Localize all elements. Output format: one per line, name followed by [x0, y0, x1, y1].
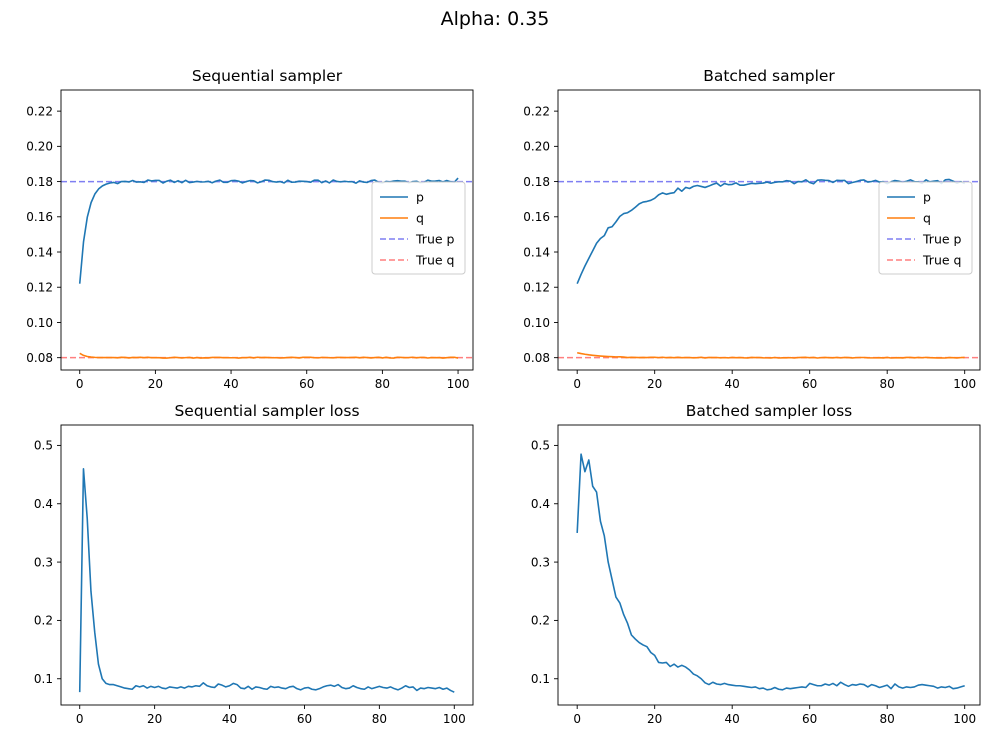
- legend-label: p: [416, 190, 424, 205]
- y-tick-label: 0.4: [531, 497, 550, 511]
- plot-area: [78, 467, 455, 693]
- y-tick-label: 0.16: [26, 210, 53, 224]
- x-tick-label: 0: [76, 377, 84, 391]
- x-tick-label: 80: [372, 712, 387, 726]
- y-tick-label: 0.1: [34, 672, 53, 686]
- legend-box: [878, 181, 973, 275]
- y-tick-label: 0.10: [523, 316, 550, 330]
- x-tick-label: 100: [953, 377, 976, 391]
- x-tick-label: 60: [802, 712, 817, 726]
- legend-box: [371, 181, 466, 275]
- y-tick-label: 0.1: [531, 672, 550, 686]
- x-tick-label: 100: [443, 712, 466, 726]
- y-tick-label: 0.08: [523, 351, 550, 365]
- series-line-loss: [576, 453, 965, 691]
- x-tick-label: 0: [573, 712, 581, 726]
- subplot-sequential-sampler-loss: Sequential sampler loss 0 20 40 60 80 100 0.1 0.…: [34, 402, 474, 726]
- y-tick-label: 0.14: [523, 245, 550, 259]
- subplot-sequential-sampler: Sequential sampler 0 20 40 60 80 100 0.08 0.10 0.…: [26, 67, 474, 391]
- legend-label: True q: [922, 253, 961, 268]
- subplot-batched-sampler: Batched sampler 0 20 40 60 80 100 0.08 0.10 0.12 0…: [523, 67, 981, 391]
- y-tick-label: 0.18: [523, 175, 550, 189]
- x-tick-label: 20: [148, 377, 163, 391]
- x-tick-label: 60: [297, 712, 312, 726]
- y-tick-label: 0.10: [26, 316, 53, 330]
- x-tick-label: 40: [725, 712, 740, 726]
- y-tick-label: 0.22: [523, 104, 550, 118]
- subplot-title: Sequential sampler: [192, 67, 343, 85]
- x-tick-label: 20: [647, 712, 662, 726]
- series-line-q: [577, 351, 965, 359]
- axes-frame: [557, 424, 981, 706]
- series-line-loss: [78, 467, 455, 693]
- x-tick-label: 0: [76, 712, 84, 726]
- y-tick-label: 0.14: [26, 245, 53, 259]
- subplot-batched-sampler-loss: Batched sampler loss 0 20 40 60 80 100 0.1 0.2 0.…: [531, 402, 981, 726]
- subplot-title: Batched sampler: [703, 67, 835, 85]
- axes-frame: [557, 89, 981, 371]
- y-tick-label: 0.20: [523, 140, 550, 154]
- y-tick-label: 0.08: [26, 351, 53, 365]
- x-tick-label: 80: [880, 712, 895, 726]
- x-tick-label: 80: [880, 377, 895, 391]
- y-tick-label: 0.22: [26, 104, 53, 118]
- legend-label: True q: [415, 253, 454, 268]
- y-tick-label: 0.3: [531, 555, 550, 569]
- legend: pq True p True q: [878, 181, 973, 275]
- series-line-p: [78, 177, 459, 284]
- y-tick-label: 0.18: [26, 175, 53, 189]
- y-tick-label: 0.5: [34, 439, 53, 453]
- y-tick-label: 0.4: [34, 497, 53, 511]
- legend-label: True p: [922, 232, 962, 247]
- axes-frame: [60, 89, 474, 371]
- y-tick-label: 0.2: [34, 614, 53, 628]
- subplot-title: Sequential sampler loss: [174, 402, 359, 420]
- plot-area: [576, 453, 965, 691]
- x-tick-label: 80: [375, 377, 390, 391]
- x-tick-label: 60: [299, 377, 314, 391]
- subplot-title: Batched sampler loss: [686, 402, 852, 420]
- legend-label: q: [923, 211, 931, 226]
- axes-frame: [60, 424, 474, 706]
- x-tick-label: 20: [647, 377, 662, 391]
- figure-title: Alpha: 0.35: [441, 8, 550, 30]
- y-tick-label: 0.20: [26, 140, 53, 154]
- y-tick-label: 0.12: [26, 281, 53, 295]
- x-tick-label: 100: [447, 377, 470, 391]
- x-tick-label: 60: [802, 377, 817, 391]
- x-tick-label: 40: [725, 377, 740, 391]
- legend-label: q: [416, 211, 424, 226]
- legend-label: p: [923, 190, 931, 205]
- legend-label: True p: [415, 232, 455, 247]
- y-tick-label: 0.12: [523, 281, 550, 295]
- legend: pq True p True q: [371, 181, 466, 275]
- x-tick-label: 20: [147, 712, 162, 726]
- y-tick-label: 0.2: [531, 614, 550, 628]
- x-tick-label: 40: [222, 712, 237, 726]
- x-tick-label: 40: [223, 377, 238, 391]
- y-tick-label: 0.3: [34, 555, 53, 569]
- series-line-q: [79, 352, 459, 359]
- x-tick-label: 100: [953, 712, 976, 726]
- y-tick-label: 0.16: [523, 210, 550, 224]
- x-tick-label: 0: [573, 377, 581, 391]
- y-tick-label: 0.5: [531, 439, 550, 453]
